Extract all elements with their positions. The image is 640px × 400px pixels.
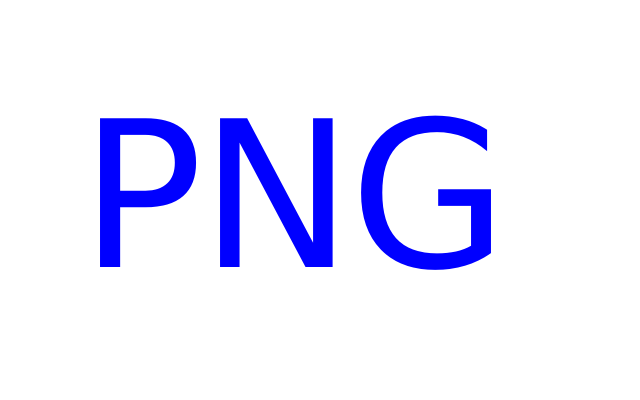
png-label: PNG bbox=[80, 79, 508, 316]
